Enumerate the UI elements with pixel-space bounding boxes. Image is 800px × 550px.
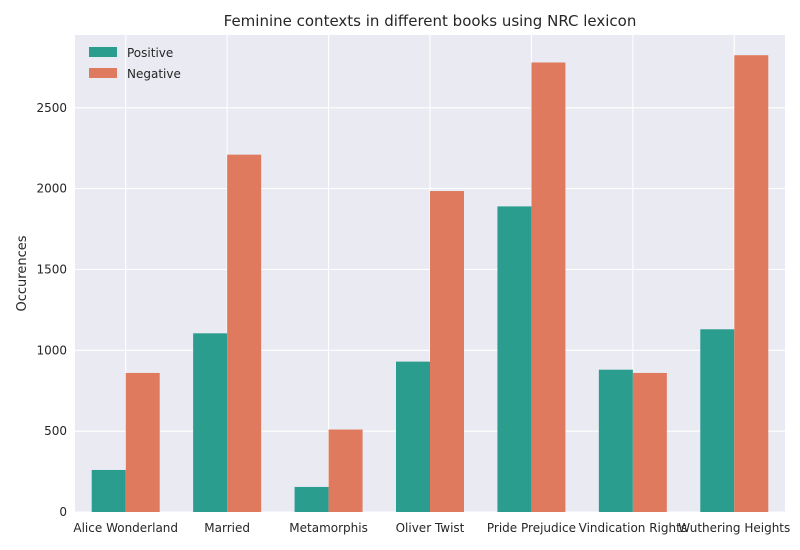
x-tick-label: Metamorphis xyxy=(289,521,368,535)
legend-swatch-negative xyxy=(89,68,117,78)
bar-positive-pride-prejudice xyxy=(497,206,532,512)
chart-title: Feminine contexts in different books usi… xyxy=(224,12,637,30)
bar-negative-married xyxy=(227,154,262,512)
legend: Positive Negative xyxy=(89,46,181,81)
y-tick-label: 2500 xyxy=(36,101,67,115)
legend-label-negative: Negative xyxy=(127,67,181,81)
bar-positive-metamorphis xyxy=(294,486,329,512)
bar-positive-alice-wonderland xyxy=(91,469,126,512)
bar-negative-wuthering-heights xyxy=(734,55,769,513)
x-tick-label: Wuthering Heights xyxy=(678,521,790,535)
y-tick-label: 0 xyxy=(59,505,67,519)
legend-swatch-positive xyxy=(89,47,117,57)
bar-negative-pride-prejudice xyxy=(531,62,566,513)
bar-negative-oliver-twist xyxy=(430,191,464,513)
bar-negative-alice-wonderland xyxy=(125,372,160,512)
x-tick-label: Married xyxy=(204,521,250,535)
bar-positive-oliver-twist xyxy=(396,361,430,512)
x-axis-ticks: Alice Wonderland Married Metamorphis Oliver… xyxy=(73,521,790,535)
x-tick-label: Alice Wonderland xyxy=(73,521,178,535)
bar-positive-vindication-rights xyxy=(598,369,633,512)
legend-label-positive: Positive xyxy=(127,46,173,60)
bar-negative-vindication-rights xyxy=(632,372,667,512)
y-tick-label: 500 xyxy=(44,424,67,438)
bars xyxy=(91,55,769,513)
x-tick-label: Vindication Rights xyxy=(579,521,687,535)
y-axis-ticks: 0 500 1000 1500 2000 2500 xyxy=(36,101,67,519)
bar-positive-wuthering-heights xyxy=(700,329,735,512)
y-tick-label: 1000 xyxy=(36,343,67,357)
bar-negative-metamorphis xyxy=(328,429,363,512)
y-tick-label: 2000 xyxy=(36,182,67,196)
bar-positive-married xyxy=(193,333,228,512)
y-axis-label: Occurences xyxy=(15,235,30,311)
x-tick-label: Pride Prejudice xyxy=(487,521,576,535)
y-tick-label: 1500 xyxy=(36,262,67,276)
x-tick-label: Oliver Twist xyxy=(396,521,465,535)
